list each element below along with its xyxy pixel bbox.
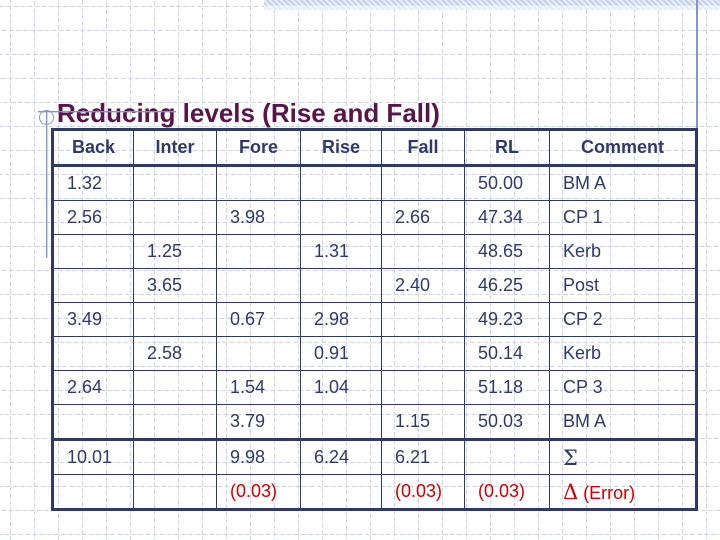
table-row: 10.01 9.98 6.24 6.21 Σ — [52, 438, 697, 475]
table-cell: Σ — [549, 438, 697, 475]
table-cell — [300, 268, 382, 303]
table-row: 3.79 1.15 50.03 BM A — [52, 404, 697, 440]
column-header: Rise — [300, 129, 382, 167]
table-cell — [216, 234, 301, 269]
table-cell: 3.79 — [216, 404, 301, 440]
table-cell — [300, 200, 382, 235]
table-cell: 47.34 — [464, 200, 550, 235]
table-row: 1.25 1.31 48.65 Kerb — [52, 234, 697, 269]
table-cell — [216, 268, 301, 303]
table-cell: (0.03) — [464, 474, 550, 510]
table-cell — [381, 302, 465, 337]
table-cell: BM A — [549, 404, 697, 440]
table-cell: 46.25 — [464, 268, 550, 303]
table-cell: (0.03) — [216, 474, 301, 510]
table-cell — [133, 474, 217, 510]
column-header: Back — [52, 129, 134, 167]
column-header: Comment — [549, 129, 697, 167]
table-cell — [464, 438, 550, 475]
column-header: Fall — [381, 129, 465, 167]
table-cell — [133, 438, 217, 475]
hatch-band-decoration — [264, 0, 720, 10]
table-row: 2.56 3.98 2.66 47.34 CP 1 — [52, 200, 697, 235]
table-cell: (0.03) — [381, 474, 465, 510]
table-body: 1.32 50.00 BM A 2.56 3.98 2.66 47.34 CP 1 1.25 1.… — [52, 165, 697, 510]
table-cell — [300, 404, 382, 440]
table-cell: 0.67 — [216, 302, 301, 337]
table-cell — [300, 474, 382, 510]
table-cell — [133, 404, 217, 440]
leader-vertical-line — [46, 110, 47, 258]
table-cell: 2.66 — [381, 200, 465, 235]
table-cell: 1.32 — [52, 165, 134, 201]
table-cell — [52, 474, 134, 510]
table-cell — [133, 165, 217, 201]
table-cell: 1.31 — [300, 234, 382, 269]
table-cell: 1.04 — [300, 370, 382, 405]
table-cell — [52, 234, 134, 269]
table-cell: 0.91 — [300, 336, 382, 371]
table-cell: 51.18 — [464, 370, 550, 405]
table-cell: Kerb — [549, 336, 697, 371]
table-cell: 2.64 — [52, 370, 134, 405]
table-cell: 48.65 — [464, 234, 550, 269]
table-header-row: Back Inter Fore Rise Fall RL Comment — [52, 129, 697, 167]
table-cell: 50.03 — [464, 404, 550, 440]
table-row: 1.32 50.00 BM A — [52, 165, 697, 201]
slide-title: Reducing levels (Rise and Fall) — [57, 98, 440, 129]
table-cell — [381, 370, 465, 405]
table-cell: 50.14 — [464, 336, 550, 371]
table-cell: 49.23 — [464, 302, 550, 337]
column-header: Inter — [133, 129, 217, 167]
table-row: 3.49 0.67 2.98 49.23 CP 2 — [52, 302, 697, 337]
table-cell: 1.54 — [216, 370, 301, 405]
table-cell — [216, 165, 301, 201]
table-row: 3.65 2.40 46.25 Post — [52, 268, 697, 303]
table-cell: 3.98 — [216, 200, 301, 235]
table-cell: 10.01 — [52, 438, 134, 475]
table-cell: CP 1 — [549, 200, 697, 235]
table-cell: 3.65 — [133, 268, 217, 303]
table-cell: 1.25 — [133, 234, 217, 269]
table-cell — [300, 165, 382, 201]
table-cell — [52, 404, 134, 440]
table-cell: BM A — [549, 165, 697, 201]
table-cell: CP 3 — [549, 370, 697, 405]
table-cell — [381, 336, 465, 371]
leader-horizontal-line — [38, 111, 176, 112]
table-cell: 3.49 — [52, 302, 134, 337]
column-header: Fore — [216, 129, 301, 167]
table-cell — [133, 370, 217, 405]
table-cell — [381, 165, 465, 201]
table-cell — [133, 302, 217, 337]
table-cell: 2.56 — [52, 200, 134, 235]
table-cell: Post — [549, 268, 697, 303]
table-cell: Kerb — [549, 234, 697, 269]
table-cell: 2.58 — [133, 336, 217, 371]
table-cell: 2.40 — [381, 268, 465, 303]
rise-and-fall-table: Back Inter Fore Rise Fall RL Comment 1.32 50.00… — [51, 128, 698, 511]
column-header: RL — [464, 129, 550, 167]
table-cell — [52, 336, 134, 371]
table-cell: CP 2 — [549, 302, 697, 337]
table-cell: 50.00 — [464, 165, 550, 201]
table-cell: 2.98 — [300, 302, 382, 337]
table-cell: 6.21 — [381, 438, 465, 475]
table-cell — [52, 268, 134, 303]
table-cell — [133, 200, 217, 235]
table-row: 2.64 1.54 1.04 51.18 CP 3 — [52, 370, 697, 405]
table-cell: 9.98 — [216, 438, 301, 475]
table-cell: 6.24 — [300, 438, 382, 475]
table-row: 2.58 0.91 50.14 Kerb — [52, 336, 697, 371]
table-cell: Δ (Error) — [549, 474, 697, 510]
table-row: (0.03) (0.03) (0.03) Δ (Error) — [52, 474, 697, 510]
table-cell — [216, 336, 301, 371]
crosshair-circle-icon — [39, 110, 54, 125]
table-cell: 1.15 — [381, 404, 465, 440]
table-cell — [381, 234, 465, 269]
